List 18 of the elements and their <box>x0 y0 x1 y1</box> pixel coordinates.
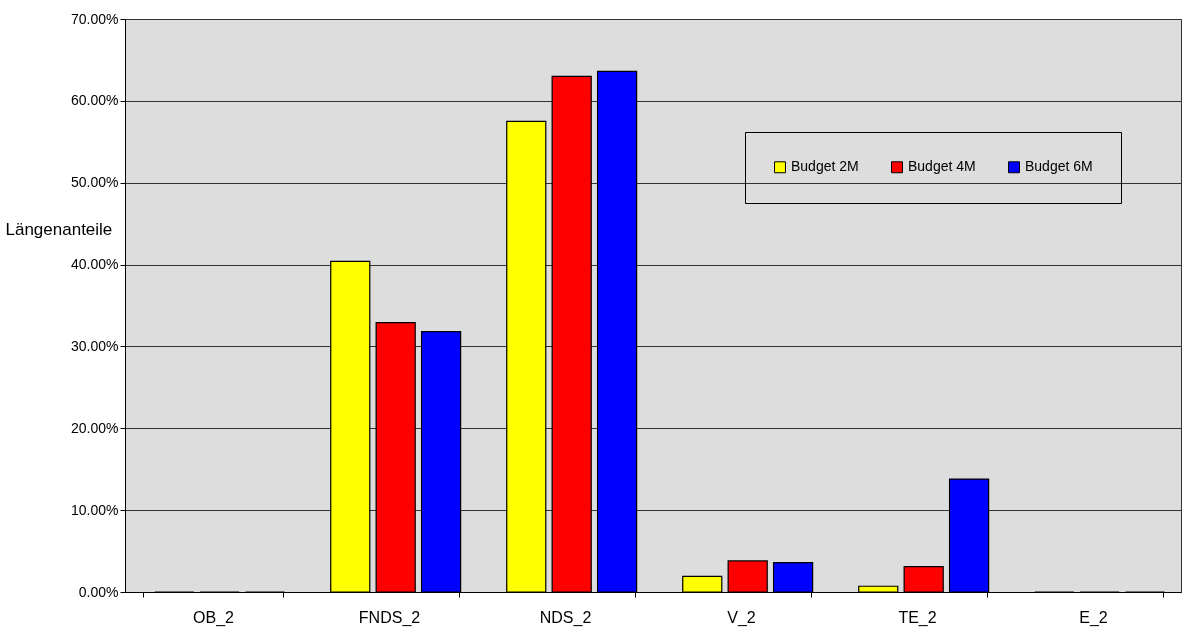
x-tick-label: E_2 <box>1079 608 1108 627</box>
x-tick-label: FNDS_2 <box>358 608 421 627</box>
y-tick-label: 60.00% <box>71 92 119 109</box>
x-tick-label: OB_2 <box>193 608 235 627</box>
y-tick-label: 50.00% <box>71 174 119 191</box>
legend-label: Budget 4M <box>908 158 976 175</box>
x-tick-label: V_2 <box>727 608 756 627</box>
legend-label: Budget 6M <box>1025 158 1093 175</box>
y-tick-label: 40.00% <box>71 256 119 273</box>
y-tick-label: 0.00% <box>78 583 119 600</box>
legend-label: Budget 2M <box>791 158 859 175</box>
x-tick-label: NDS_2 <box>539 608 592 627</box>
y-axis-title: Längenanteile <box>5 219 113 239</box>
y-tick-label: 20.00% <box>71 419 119 436</box>
x-tick-label: TE_2 <box>898 608 937 627</box>
y-tick-label: 70.00% <box>71 10 119 27</box>
y-tick-label: 30.00% <box>71 337 119 354</box>
y-tick-label: 10.00% <box>71 501 119 518</box>
